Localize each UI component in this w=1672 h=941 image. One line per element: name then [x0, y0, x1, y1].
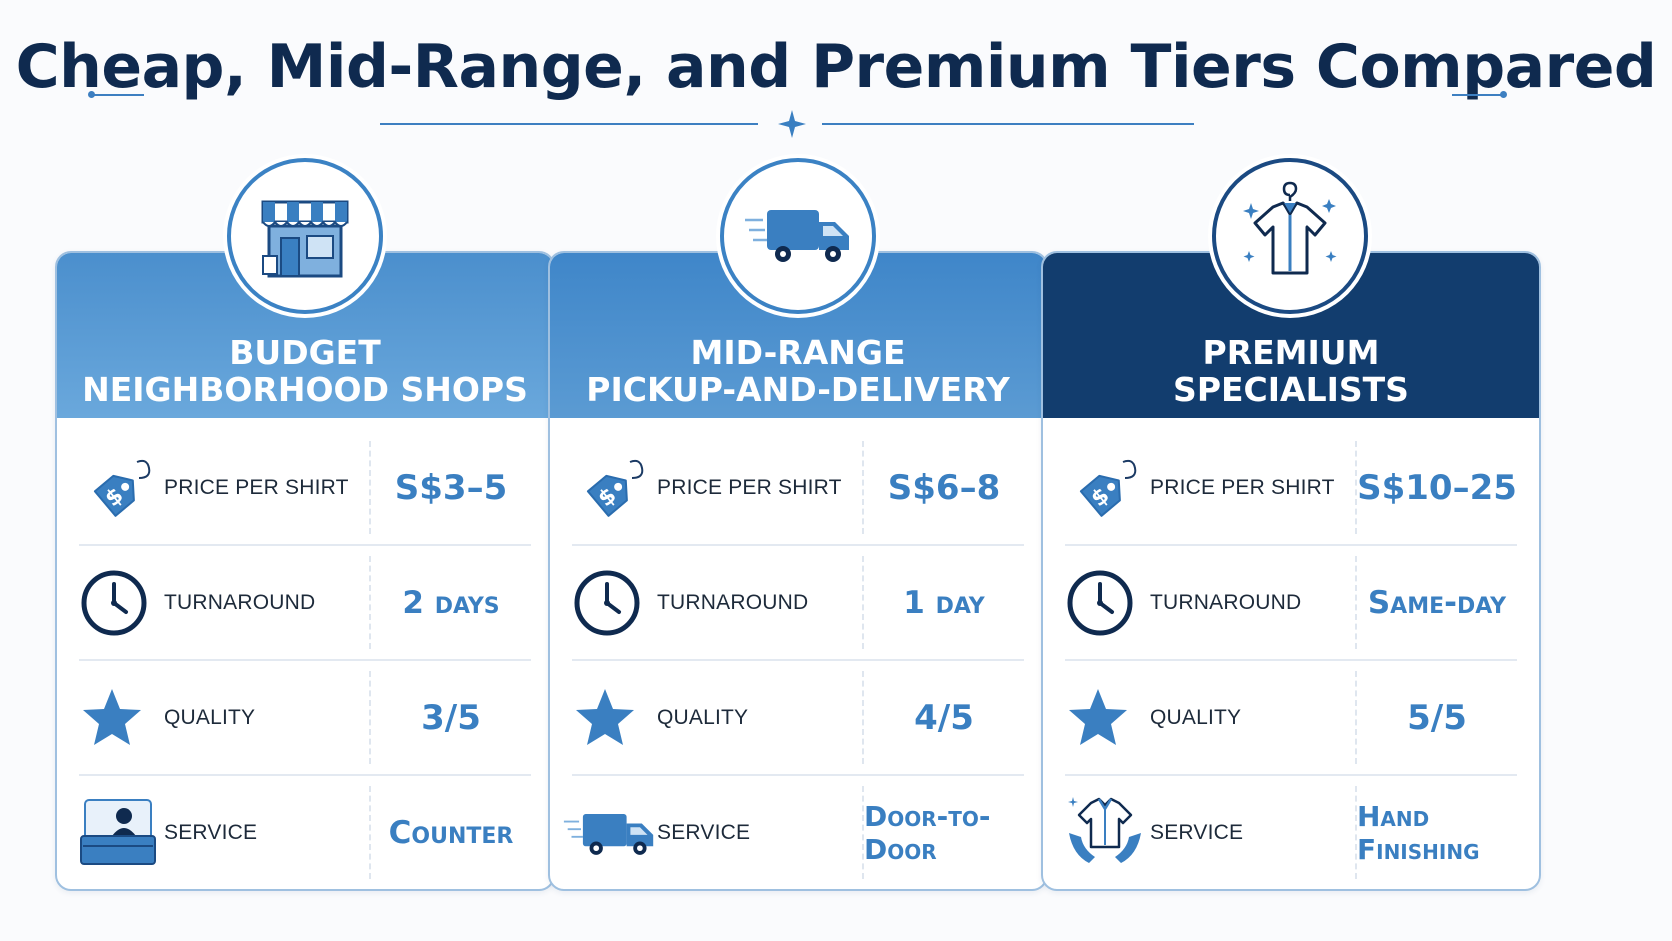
row-label: Price per shirt	[164, 475, 349, 499]
tier-title-line1: Mid-Range	[690, 333, 906, 372]
price-tag-icon: $	[79, 448, 164, 528]
row-turnaround: Turnaround 1 day	[572, 546, 1024, 661]
tier-title: Premium Specialists	[1173, 334, 1409, 408]
service-value: Door-to-Door	[864, 799, 991, 866]
row-divider	[1355, 441, 1357, 534]
tier-title-line1: Budget	[229, 333, 381, 372]
row-service: Service Door-to-Door	[563, 776, 1024, 889]
row-label: Service	[657, 820, 751, 844]
quality-value: 5/5	[1407, 697, 1467, 738]
row-price: $ Price per shirt S$3–5	[79, 431, 531, 546]
tier-title: Mid-Range Pickup-and-Delivery	[586, 334, 1009, 408]
star-icon	[1065, 685, 1150, 751]
row-quality: Quality 3/5	[79, 661, 531, 776]
turnaround-value: 2 days	[402, 584, 500, 621]
clock-icon	[572, 568, 657, 638]
clock-icon	[79, 568, 164, 638]
turnaround-value: 1 day	[903, 584, 985, 621]
shirt-hanger-icon	[1212, 158, 1368, 314]
sparkle-icon	[778, 110, 806, 138]
quality-value: 3/5	[421, 697, 481, 738]
delivery-van-icon	[562, 803, 657, 863]
tier-title-line2: Specialists	[1173, 370, 1409, 409]
price-tag-icon: $	[572, 448, 657, 528]
card-header: Premium Specialists	[1043, 253, 1539, 418]
row-divider	[862, 556, 864, 649]
counter-clerk-icon	[79, 796, 164, 870]
delivery-van-icon	[720, 158, 876, 314]
tier-title: Budget Neighborhood Shops	[82, 334, 528, 408]
row-label: Quality	[164, 705, 256, 729]
tier-title-line1: Premium	[1202, 333, 1380, 372]
row-quality: Quality 4/5	[572, 661, 1024, 776]
price-value: S$3–5	[394, 467, 508, 508]
row-price: $ Price per shirt S$10–25	[1065, 431, 1517, 546]
row-divider	[862, 786, 864, 879]
tier-card-budget: Budget Neighborhood Shops $ Price per sh…	[55, 251, 555, 891]
tier-title-line2: Neighborhood Shops	[82, 370, 528, 409]
tier-title-line2: Pickup-and-Delivery	[586, 370, 1010, 409]
title-rule-left-dot	[88, 91, 95, 98]
row-divider	[369, 556, 371, 649]
hands-shirt-icon	[1065, 793, 1150, 873]
row-turnaround: Turnaround Same-day	[1065, 546, 1517, 661]
turnaround-value: Same-day	[1367, 584, 1507, 621]
storefront-icon	[227, 158, 383, 314]
clock-icon	[1065, 568, 1150, 638]
row-price: $ Price per shirt S$6–8	[572, 431, 1024, 546]
star-icon	[572, 685, 657, 751]
quality-value: 4/5	[914, 697, 974, 738]
row-divider	[369, 786, 371, 879]
row-divider	[1355, 786, 1357, 879]
row-label: Price per shirt	[657, 475, 842, 499]
tier-card-midrange: Mid-Range Pickup-and-Delivery $ Price pe…	[548, 251, 1048, 891]
row-divider	[369, 671, 371, 764]
price-value: S$10–25	[1357, 467, 1517, 508]
title-rule-right-dot	[1500, 91, 1507, 98]
row-label: Service	[1150, 820, 1244, 844]
row-divider	[369, 441, 371, 534]
price-value: S$6–8	[887, 467, 1001, 508]
row-service: Service Counter	[79, 776, 531, 889]
row-divider	[862, 441, 864, 534]
subtitle-rule-right	[822, 123, 1194, 125]
row-turnaround: Turnaround 2 days	[79, 546, 531, 661]
row-label: Turnaround	[164, 590, 316, 614]
title-rule-left	[92, 94, 144, 96]
row-label: Price per shirt	[1150, 475, 1335, 499]
row-label: Quality	[1150, 705, 1242, 729]
price-tag-icon: $	[1065, 448, 1150, 528]
star-icon	[79, 685, 164, 751]
row-label: Quality	[657, 705, 749, 729]
row-label: Turnaround	[657, 590, 809, 614]
service-value: Counter	[388, 814, 514, 851]
row-divider	[1355, 556, 1357, 649]
row-service: Service Hand Finishing	[1065, 776, 1517, 889]
row-divider	[1355, 671, 1357, 764]
service-value: Hand Finishing	[1357, 799, 1480, 866]
subtitle-rule-left	[380, 123, 758, 125]
tier-card-premium: Premium Specialists $ Price per shirt S$…	[1041, 251, 1541, 891]
row-divider	[862, 671, 864, 764]
title-rule-right	[1452, 94, 1504, 96]
row-label: Turnaround	[1150, 590, 1302, 614]
row-label: Service	[164, 820, 258, 844]
row-quality: Quality 5/5	[1065, 661, 1517, 776]
page-title: Cheap, Mid-Range, and Premium Tiers Comp…	[15, 32, 1657, 102]
